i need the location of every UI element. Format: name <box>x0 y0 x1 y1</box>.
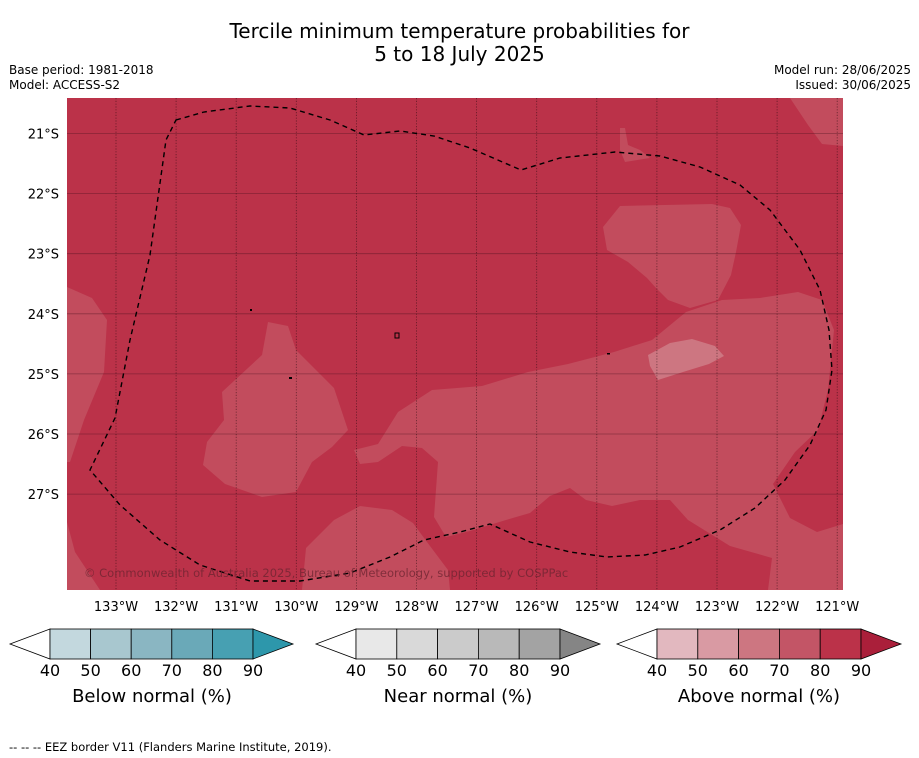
latitude-label: 23°S <box>28 248 59 263</box>
latitude-label: 27°S <box>28 488 59 503</box>
map-fill-layer <box>67 98 843 590</box>
latitude-label: 22°S <box>28 188 59 203</box>
longitude-label: 129°W <box>334 600 378 615</box>
colorbar-tick-label: 70 <box>162 661 182 680</box>
longitude-label: 131°W <box>214 600 258 615</box>
colorbar-tick-label: 40 <box>647 661 667 680</box>
colorbar-segment <box>355 628 398 660</box>
colorbar-tick-label: 60 <box>427 661 447 680</box>
longitude-label: 122°W <box>755 600 799 615</box>
above-normal-70-80-region <box>302 506 450 590</box>
latitude-label: 26°S <box>28 428 59 443</box>
colorbar-segment <box>819 628 862 660</box>
colorbar-near-normal: 40 50 60 70 80 90 <box>314 628 602 680</box>
colorbar-tick-label: 80 <box>810 661 830 680</box>
above-normal-70-80-region <box>67 287 107 462</box>
meta-right: Model run: 28/06/2025 Issued: 30/06/2025 <box>774 63 911 93</box>
colorbar-segment <box>518 628 561 660</box>
longitude-label: 132°W <box>154 600 198 615</box>
above-normal-70-80-region <box>790 98 843 146</box>
island-marker <box>394 332 400 339</box>
colorbar-tick-label: 50 <box>688 661 708 680</box>
model-run-text: Model run: 28/06/2025 <box>773 63 911 77</box>
colorbar-segment <box>49 628 91 660</box>
colorbar-segment <box>697 628 739 660</box>
latitude-label: 24°S <box>28 308 59 323</box>
longitude-label: 125°W <box>575 600 619 615</box>
latitude-labels: 21°S 22°S 23°S 24°S 25°S 26°S 27°S <box>28 128 59 504</box>
colorbars: 40 50 60 70 80 90 40 50 60 70 80 90 40 50 60 70 80 90 <box>8 628 903 680</box>
islands <box>250 309 610 379</box>
island-marker <box>289 377 292 379</box>
colorbar-segment <box>656 628 699 660</box>
island-marker <box>607 353 610 355</box>
colorbar-tick-label: 70 <box>769 661 789 680</box>
colorbar-under-arrow <box>314 628 357 660</box>
longitude-label: 126°W <box>515 600 559 615</box>
colorbar-tick-label: 70 <box>468 661 488 680</box>
base-period-text: Base period: 1981-2018 <box>9 63 154 77</box>
above-normal-60-70-region <box>648 339 724 380</box>
island-marker <box>250 309 252 311</box>
above-normal-70-80-region <box>67 522 100 590</box>
eez-border <box>89 105 833 582</box>
colorbar-above-normal: 40 50 60 70 80 90 <box>615 628 903 680</box>
longitude-label: 123°W <box>695 600 739 615</box>
latitude-label: 25°S <box>28 368 59 383</box>
longitude-label: 127°W <box>455 600 499 615</box>
model-text: Model: ACCESS-S2 <box>9 78 121 92</box>
colorbar-under-arrow <box>615 628 658 660</box>
eez-footnote: -- -- -- EEZ border V11 (Flanders Marine… <box>9 740 332 754</box>
colorbar-over-arrow <box>559 628 602 660</box>
chart-title: Tercile minimum temperature probabilitie… <box>0 20 919 66</box>
above-normal-label: Above normal (%) <box>677 686 841 707</box>
colorbar-tick-label: 40 <box>346 661 366 680</box>
title-line-1: Tercile minimum temperature probabilitie… <box>229 19 690 43</box>
above-normal-70-80-region <box>203 322 348 497</box>
colorbar-tick-label: 40 <box>40 661 60 680</box>
colorbar-segment <box>171 628 213 660</box>
above-normal-70-80-region <box>603 204 741 308</box>
colorbar-tick-label: 80 <box>202 661 222 680</box>
issued-text: Issued: 30/06/2025 <box>795 78 911 92</box>
colorbar-tick-label: 60 <box>121 661 141 680</box>
colorbar-segment <box>396 628 438 660</box>
colorbar-over-arrow <box>860 628 903 660</box>
colorbar-tick-label: 90 <box>550 661 570 680</box>
title-line-2: 5 to 18 July 2025 <box>374 42 545 66</box>
colorbar-tick-label: 80 <box>509 661 529 680</box>
graticule <box>67 98 843 590</box>
meta-left: Base period: 1981-2018 Model: ACCESS-S2 <box>9 63 154 93</box>
colorbar-tick-label: 50 <box>387 661 407 680</box>
colorbar-below-normal: 40 50 60 70 80 90 <box>8 628 295 680</box>
longitude-label: 128°W <box>394 600 438 615</box>
longitude-label: 133°W <box>94 600 138 615</box>
probability-map: 21°S22°S23°S24°S25°S26°S27°S 133°W 132°W 1… <box>28 98 860 615</box>
colorbar-segment <box>90 628 132 660</box>
colorbar-tick-label: 90 <box>243 661 263 680</box>
colorbar-over-arrow <box>252 628 295 660</box>
colorbar-segment <box>738 628 780 660</box>
longitude-label: 121°W <box>815 600 859 615</box>
above-normal-70-80-region <box>620 128 650 162</box>
colorbar-segment <box>477 628 520 660</box>
copyright-text: © Commonwealth of Australia 2025, Bureau… <box>84 566 568 580</box>
below-normal-label: Below normal (%) <box>72 686 232 707</box>
colorbar-under-arrow <box>8 628 51 660</box>
colorbar-tick-label: 60 <box>728 661 748 680</box>
colorbar-tick-label: 50 <box>80 661 100 680</box>
longitude-labels: 133°W 132°W 131°W 130°W 129°W 128°W 127°W 126°W… <box>94 600 860 615</box>
longitude-label: 130°W <box>274 600 318 615</box>
near-normal-label: Near normal (%) <box>383 686 533 707</box>
colorbar-segment <box>437 628 479 660</box>
latitude-label: 21°S <box>28 128 59 143</box>
longitude-label: 124°W <box>635 600 679 615</box>
colorbar-segment <box>211 628 254 660</box>
colorbar-tick-label: 90 <box>851 661 871 680</box>
colorbar-segment <box>130 628 173 660</box>
colorbar-segment <box>779 628 821 660</box>
